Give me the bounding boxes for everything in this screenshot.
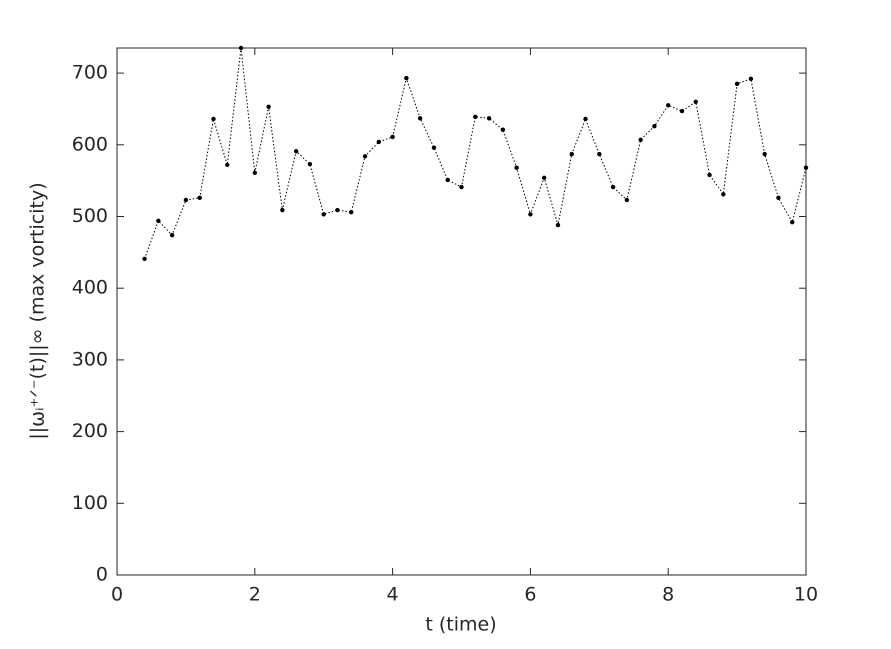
data-point — [142, 256, 147, 261]
x-tick-label: 6 — [524, 584, 536, 606]
data-point — [528, 212, 533, 217]
y-axis-label: ||ωᵢ⁺ᐟ⁻(t)||∞ (max vorticity) — [27, 182, 49, 439]
data-point — [404, 75, 409, 81]
data-point — [252, 170, 257, 175]
x-tick-label: 8 — [662, 584, 674, 606]
data-point — [555, 222, 561, 228]
x-axis-label: t (time) — [425, 614, 496, 636]
data-point — [652, 123, 657, 129]
data-point — [349, 209, 354, 215]
data-point — [225, 162, 230, 168]
y-tick-label: 500 — [72, 205, 108, 227]
x-tick-label: 4 — [387, 584, 399, 606]
y-tick-label: 0 — [96, 564, 108, 586]
data-point — [335, 207, 340, 213]
data-point — [762, 151, 767, 157]
data-point — [486, 116, 492, 121]
data-point — [473, 114, 478, 120]
data-point — [197, 195, 202, 201]
data-point — [693, 99, 698, 104]
data-point — [183, 197, 189, 203]
data-point — [624, 197, 630, 203]
data-point — [362, 154, 368, 159]
data-point — [211, 116, 216, 122]
plot-frame — [116, 47, 807, 576]
data-point — [679, 108, 685, 114]
data-point — [238, 45, 244, 51]
data-point — [293, 149, 299, 154]
data-point — [583, 116, 588, 122]
data-point — [610, 184, 616, 190]
data-point — [638, 137, 643, 142]
data-point — [390, 134, 395, 140]
data-point — [431, 145, 437, 150]
y-tick-label: 100 — [72, 492, 108, 514]
y-tick-label: 600 — [72, 133, 108, 155]
y-tick-label: 200 — [72, 420, 108, 442]
data-point — [569, 151, 574, 157]
data-point — [280, 207, 285, 213]
data-point — [514, 165, 519, 170]
data-point — [459, 184, 464, 190]
data-point — [748, 76, 754, 82]
x-tick-label: 0 — [111, 584, 123, 606]
y-tick-label: 300 — [72, 348, 108, 370]
x-tick-label: 2 — [249, 584, 261, 606]
data-point — [445, 177, 450, 183]
data-point — [307, 161, 313, 167]
data-point — [376, 139, 382, 145]
data-point — [734, 81, 740, 87]
data-point — [321, 212, 326, 217]
y-tick-label: 400 — [72, 277, 108, 299]
data-point — [417, 116, 423, 121]
data-point — [156, 218, 161, 223]
data-point — [597, 151, 602, 157]
data-point — [790, 220, 795, 225]
data-point — [707, 172, 712, 178]
y-tick-label: 700 — [72, 62, 108, 84]
data-point — [266, 104, 271, 109]
data-point — [721, 192, 726, 197]
x-tick-label: 10 — [794, 584, 818, 606]
data-point — [776, 195, 781, 201]
data-point — [803, 165, 809, 170]
data-point — [541, 175, 547, 180]
data-point — [169, 232, 175, 238]
data-point — [500, 127, 506, 132]
data-point — [666, 103, 671, 108]
